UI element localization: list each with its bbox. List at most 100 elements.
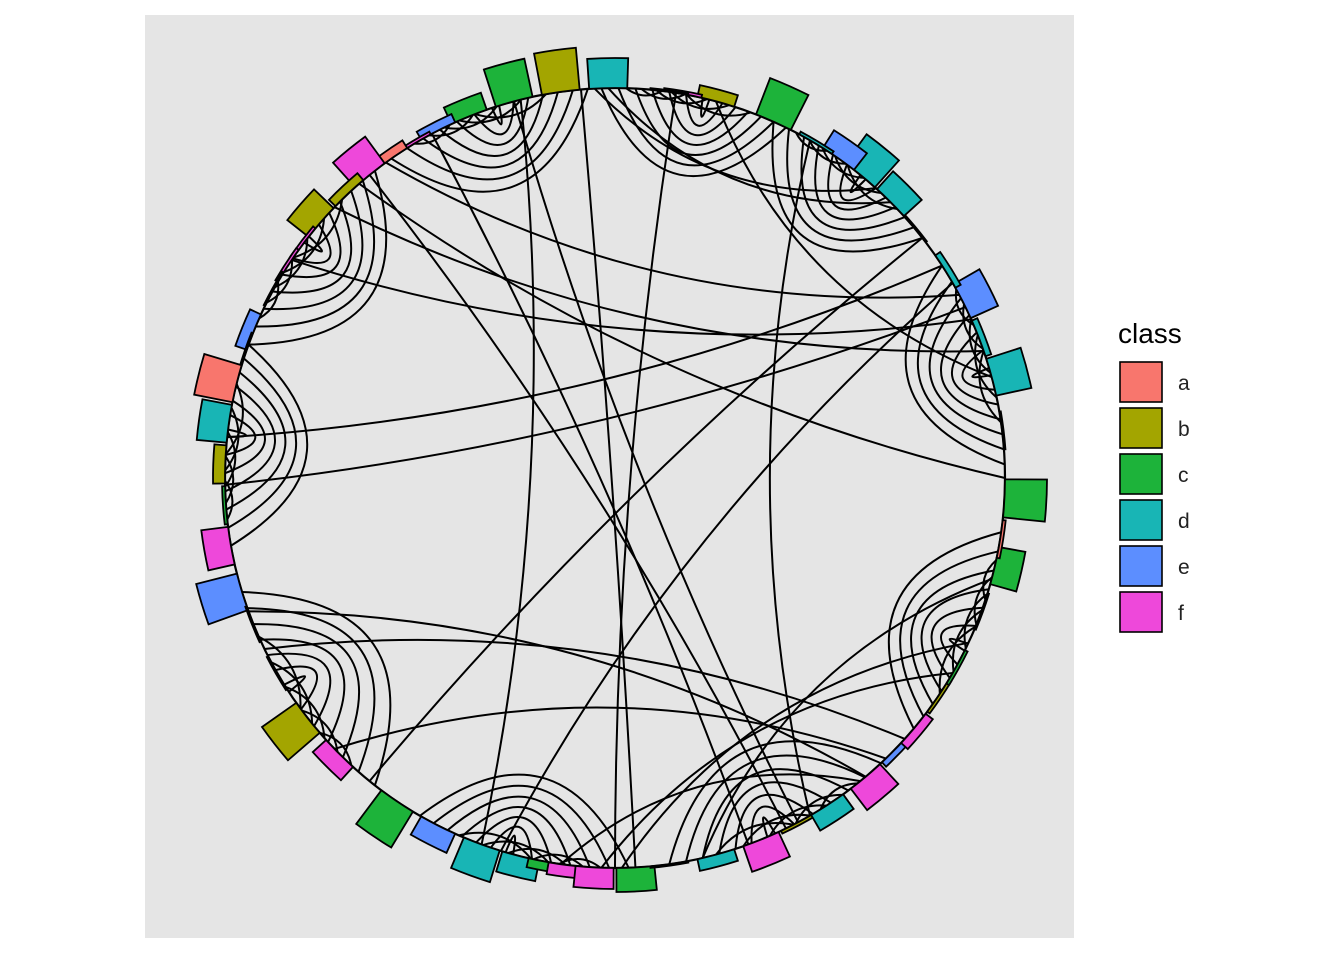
cluster-7-inner-1	[974, 334, 998, 399]
cluster-3-arc-2	[253, 623, 360, 758]
cluster-4-inner-1	[482, 840, 550, 863]
legend-label-c: c	[1178, 464, 1189, 487]
cluster-4-inner-0	[458, 831, 533, 860]
cluster-0-inner-0	[474, 93, 547, 119]
cluster-0-arc-4	[456, 97, 530, 146]
cluster-7-inner-2	[968, 319, 992, 374]
cluster-3-inner-4	[319, 731, 353, 766]
cluster-2-arc-0	[230, 343, 309, 547]
cluster-9-arc-3	[651, 89, 750, 146]
cluster-5-arc-3	[718, 781, 832, 854]
cluster-4-arc-3	[461, 806, 572, 866]
cluster-1-inner-4	[258, 281, 280, 320]
cluster-6-inner-4	[982, 559, 997, 601]
cluster-1-arc-6	[303, 235, 323, 253]
leaf-bar-42-class-c	[945, 648, 969, 687]
edge-20	[620, 641, 969, 869]
legend-key-c	[1119, 453, 1163, 495]
cluster-2-inner-1	[224, 407, 240, 472]
cluster-8-arc-6	[849, 174, 867, 194]
cluster-2-inner-0	[224, 383, 244, 455]
leaf-bar-50-class-e	[952, 268, 1000, 320]
cluster-1-inner-0	[292, 199, 344, 259]
legend-key-f	[1119, 591, 1163, 633]
cluster-2-inner-3	[224, 455, 235, 504]
cluster-7-arc-0	[904, 265, 1006, 466]
edge-7	[224, 306, 966, 486]
leaf-bar-34-class-d	[696, 848, 740, 872]
edge-11	[368, 174, 787, 829]
cluster-8-arc-4	[827, 154, 887, 211]
cluster-0-arc-2	[422, 91, 559, 169]
leaf-bar-45-class-a	[995, 519, 1007, 560]
cluster-4-arc-4	[475, 816, 553, 863]
leaf-bar-2-class-c	[482, 57, 534, 108]
edge-5	[291, 258, 972, 336]
leaf-bar-23-class-b	[260, 701, 322, 762]
cluster-9-inner-3	[640, 88, 686, 100]
cluster-0-inner-2	[443, 105, 498, 130]
edge-8	[580, 89, 637, 868]
cluster-3-arc-4	[267, 652, 332, 727]
leaf-bar-33-class-f	[649, 860, 690, 869]
edge-10	[431, 133, 750, 845]
edge-18	[560, 773, 861, 865]
legend-label-d: d	[1178, 510, 1190, 533]
edge-16	[368, 237, 923, 782]
edge-22	[768, 140, 811, 816]
edge-2	[385, 161, 960, 299]
cluster-2-arc-2	[225, 371, 287, 511]
cluster-3-arc-3	[260, 638, 346, 743]
leaf-bar-37-class-d	[809, 793, 855, 832]
leaf-bar-32-class-c	[615, 865, 658, 893]
cluster-8-inner-1	[834, 155, 882, 194]
edge-15	[334, 706, 887, 760]
cluster-1-arc-1	[255, 180, 376, 328]
leaf-bar-0-class-d	[586, 57, 630, 90]
cluster-3-inner-2	[285, 686, 326, 739]
cluster-5-arc-4	[734, 793, 814, 850]
cluster-1-arc-4	[282, 212, 342, 279]
legend-label-b: b	[1178, 418, 1190, 441]
leaf-bar-13-class-e	[234, 308, 263, 351]
cluster-9-arc-0	[600, 87, 787, 178]
cluster-9-inner-4	[625, 87, 663, 97]
cluster-6-arc-6	[948, 637, 969, 652]
cluster-7-arc-6	[971, 367, 992, 379]
cluster-0-arc-6	[491, 105, 503, 126]
edge-21	[701, 578, 993, 859]
leaf-bar-7-class-f	[331, 135, 386, 189]
cluster-7-inner-0	[978, 350, 1002, 424]
edge-23	[715, 100, 993, 378]
cluster-0-arc-1	[406, 89, 574, 181]
legend-key-e	[1119, 545, 1163, 587]
cluster-6-inner-1	[951, 609, 983, 672]
edge-19	[600, 672, 953, 869]
cluster-4-arc-6	[504, 834, 517, 855]
edge-24	[614, 92, 677, 869]
cluster-3-inner-3	[301, 709, 339, 753]
edge-0	[607, 87, 891, 205]
cluster-5-inner-3	[794, 793, 843, 825]
leaf-bar-55-class-e	[821, 128, 869, 172]
cluster-4-inner-2	[507, 847, 567, 866]
leaf-bar-47-class-e	[998, 410, 1007, 451]
cluster-3-arc-6	[283, 675, 307, 693]
cluster-5-arc-6	[761, 816, 777, 838]
cluster-5-arc-1	[685, 754, 866, 862]
edge-17	[500, 282, 954, 852]
cluster-6-inner-2	[963, 593, 988, 649]
edge-9	[480, 99, 535, 845]
leaf-bar-1-class-b	[532, 46, 581, 96]
cluster-8-arc-5	[839, 164, 877, 202]
leaf-bar-26-class-e	[409, 815, 457, 855]
cluster-8-inner-2	[821, 147, 865, 179]
leaf-bar-17-class-b	[212, 443, 228, 485]
cluster-7-arc-4	[950, 331, 999, 406]
cluster-4-arc-0	[419, 773, 630, 869]
leaf-bar-20-class-e	[195, 572, 250, 626]
cluster-6-arc-2	[910, 569, 995, 705]
cluster-2-arc-4	[224, 399, 266, 475]
